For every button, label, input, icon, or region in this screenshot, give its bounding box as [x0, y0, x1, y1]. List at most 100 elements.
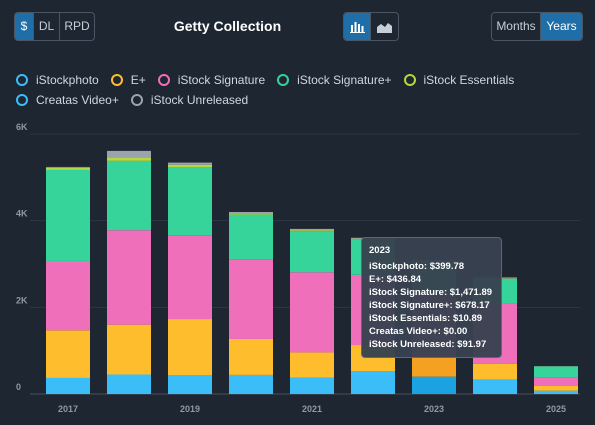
legend-marker — [16, 74, 28, 86]
x-tick-label: 2017 — [58, 404, 78, 414]
bar-segment[interactable] — [229, 338, 273, 375]
y-tick-label: 6K — [16, 122, 28, 132]
bar-segment[interactable] — [290, 272, 334, 353]
bar-segment[interactable] — [290, 377, 334, 394]
bar-segment[interactable] — [107, 150, 151, 158]
hover-tooltip: 2023 iStockphoto: $399.78 E+: $436.84 iS… — [361, 237, 502, 358]
bar-segment[interactable] — [229, 374, 273, 394]
bar-segment[interactable] — [46, 169, 90, 261]
bar-segment[interactable] — [412, 357, 456, 377]
bar-stack-2025[interactable] — [534, 366, 578, 394]
bar-segment[interactable] — [168, 164, 212, 168]
bar-chart-button[interactable] — [344, 13, 371, 40]
x-tick-label: 2021 — [302, 404, 322, 414]
bar-segment[interactable] — [290, 230, 334, 232]
tooltip-line: iStockphoto: $399.78 — [369, 261, 465, 272]
legend-marker — [157, 74, 170, 86]
bar-stack-2017[interactable] — [46, 166, 90, 394]
legend-label: Creatas Video+ — [36, 93, 119, 107]
y-tick-label: 0 — [16, 382, 21, 392]
legend-label: iStock Signature+ — [297, 73, 392, 87]
toolbar: $ DL RPD Getty Collection Months Years — [0, 0, 595, 52]
bar-segment[interactable] — [46, 167, 90, 170]
bar-stack-2021[interactable] — [290, 228, 334, 394]
bar-segment[interactable] — [46, 260, 90, 331]
bar-segment[interactable] — [351, 371, 395, 394]
area-chart-icon — [377, 22, 392, 33]
chart-type-toggle — [343, 12, 399, 41]
bar-segment[interactable] — [534, 385, 578, 391]
axis-layer: 0 2K 4K 6K 2017 2019 2021 2023 2025 — [16, 122, 566, 414]
tooltip-line: Creatas Video+: $0.00 — [369, 326, 468, 337]
legend-label: iStock Unreleased — [150, 93, 249, 107]
tooltip-line: iStock Unreleased: $91.97 — [369, 339, 487, 350]
legend-marker — [277, 74, 290, 86]
bar-segment[interactable] — [107, 157, 151, 161]
y-tick-label: 4K — [16, 209, 28, 219]
bar-segment[interactable] — [473, 363, 517, 380]
months-button[interactable]: Months — [492, 13, 541, 40]
legend-label: iStock Essentials — [423, 73, 515, 87]
bar-stack-2018[interactable] — [107, 150, 151, 395]
tooltip-line: iStock Signature+: $678.17 — [369, 300, 490, 311]
bar-segment[interactable] — [534, 366, 578, 378]
bar-segment[interactable] — [168, 167, 212, 236]
legend-item-istock-essentials[interactable]: iStock Essentials — [403, 73, 515, 87]
legend-marker — [16, 94, 28, 106]
legend-label: E+ — [130, 73, 146, 87]
legend-item-istockphoto[interactable]: iStockphoto — [16, 73, 99, 87]
bar-segment[interactable] — [290, 352, 334, 378]
period-toggle: Months Years — [491, 12, 583, 41]
bar-segment[interactable] — [107, 324, 151, 375]
bar-segment[interactable] — [290, 231, 334, 273]
bar-stack-2019[interactable] — [168, 162, 212, 394]
bar-segment[interactable] — [412, 376, 456, 394]
legend-item-istock-signature[interactable]: iStock Signature — [157, 73, 265, 87]
legend-marker — [130, 94, 143, 106]
legend-marker — [110, 74, 123, 86]
bar-segment[interactable] — [46, 330, 90, 378]
bar-segment[interactable] — [46, 377, 90, 394]
metric-downloads-button[interactable]: DL — [34, 13, 60, 40]
bar-chart-icon — [349, 21, 365, 33]
legend-marker — [403, 74, 416, 86]
bar-segment[interactable] — [168, 319, 212, 376]
legend-item-eplus[interactable]: E+ — [110, 73, 146, 87]
x-tick-label: 2025 — [546, 404, 566, 414]
bar-segment[interactable] — [168, 375, 212, 394]
x-tick-label: 2019 — [180, 404, 200, 414]
bar-segment[interactable] — [107, 230, 151, 325]
area-chart-button[interactable] — [371, 13, 398, 40]
bar-segment[interactable] — [229, 259, 273, 339]
page-title: Getty Collection — [173, 18, 282, 34]
bar-segment[interactable] — [229, 214, 273, 260]
legend-label: iStockphoto — [36, 73, 99, 87]
bar-segment[interactable] — [46, 166, 90, 168]
bar-segment[interactable] — [107, 160, 151, 231]
bar-segment[interactable] — [168, 235, 212, 320]
bar-segment[interactable] — [107, 374, 151, 395]
bar-segment[interactable] — [229, 213, 273, 215]
bar-segment[interactable] — [534, 390, 578, 394]
tooltip-year: 2023 — [369, 245, 391, 256]
bar-segment[interactable] — [473, 379, 517, 394]
bar-stack-2020[interactable] — [229, 212, 273, 394]
bar-segment[interactable] — [534, 377, 578, 386]
years-button[interactable]: Years — [541, 13, 582, 40]
y-tick-label: 2K — [16, 295, 28, 305]
bar-segment[interactable] — [229, 212, 273, 214]
metric-dollar-button[interactable]: $ — [15, 13, 34, 40]
bar-segment[interactable] — [168, 162, 212, 165]
x-tick-label: 2023 — [424, 404, 444, 414]
bar-segment[interactable] — [290, 228, 334, 231]
tooltip-line: iStock Essentials: $10.89 — [369, 313, 483, 324]
legend-item-creatas-video-plus[interactable]: Creatas Video+ — [16, 93, 119, 107]
chart-legend: iStockphoto E+ iStock Signature iStock S… — [16, 70, 576, 110]
metric-toggle: $ DL RPD — [14, 12, 95, 41]
tooltip-line: iStock Signature: $1,471.89 — [369, 287, 493, 298]
legend-item-istock-unreleased[interactable]: iStock Unreleased — [130, 93, 249, 107]
metric-rpd-button[interactable]: RPD — [64, 19, 90, 33]
legend-item-istock-signature-plus[interactable]: iStock Signature+ — [277, 73, 392, 87]
tooltip-line: E+: $436.84 — [369, 274, 422, 285]
